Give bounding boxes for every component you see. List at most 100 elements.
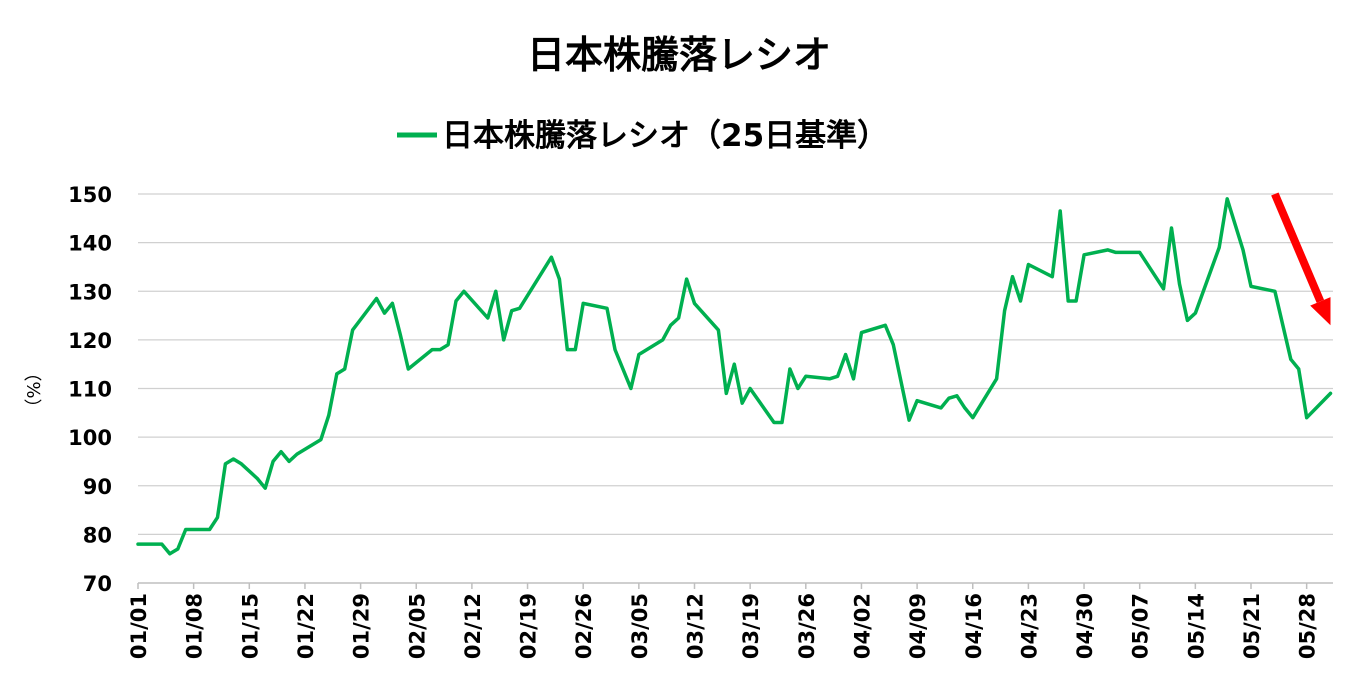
data-point bbox=[216, 515, 219, 519]
data-point bbox=[430, 348, 434, 352]
data-point bbox=[1026, 263, 1030, 267]
data-point bbox=[557, 277, 561, 281]
data-point bbox=[1177, 282, 1181, 286]
data-point bbox=[1305, 416, 1309, 420]
data-point bbox=[1162, 287, 1166, 291]
y-tick-150: 150 bbox=[68, 183, 112, 207]
data-point bbox=[1066, 299, 1070, 303]
y-tick-100: 100 bbox=[68, 426, 112, 450]
data-point bbox=[1241, 248, 1245, 252]
data-point bbox=[772, 421, 776, 425]
y-tick-70: 70 bbox=[83, 572, 112, 596]
data-point bbox=[716, 328, 720, 332]
x-tick-05/21: 05/21 bbox=[1240, 593, 1264, 659]
y-tick-140: 140 bbox=[68, 232, 112, 256]
x-tick-01/08: 01/08 bbox=[183, 593, 207, 659]
data-point bbox=[255, 476, 259, 480]
data-point bbox=[971, 416, 975, 420]
data-point bbox=[581, 301, 585, 305]
data-point bbox=[486, 316, 490, 320]
data-point bbox=[295, 452, 299, 456]
data-point bbox=[637, 352, 641, 356]
data-point bbox=[685, 277, 689, 281]
data-point bbox=[1185, 318, 1189, 322]
series-line-0 bbox=[136, 197, 1333, 556]
x-tick-02/26: 02/26 bbox=[572, 593, 596, 659]
data-point bbox=[1289, 357, 1293, 361]
x-tick-01/01: 01/01 bbox=[127, 593, 151, 659]
y-tick-90: 90 bbox=[83, 475, 112, 499]
data-point bbox=[740, 401, 744, 405]
data-point bbox=[1138, 250, 1142, 254]
data-point bbox=[494, 289, 498, 293]
data-point bbox=[1297, 367, 1301, 371]
data-point bbox=[907, 418, 911, 422]
data-point bbox=[955, 394, 959, 398]
data-point bbox=[613, 348, 617, 352]
data-point bbox=[963, 406, 967, 410]
data-points bbox=[136, 197, 1332, 556]
data-point bbox=[836, 374, 840, 378]
data-point bbox=[184, 528, 188, 532]
x-tick-01/22: 01/22 bbox=[294, 593, 318, 659]
data-point bbox=[1225, 197, 1229, 201]
data-point bbox=[279, 450, 283, 454]
data-point bbox=[231, 457, 235, 461]
data-point bbox=[605, 306, 609, 310]
data-point bbox=[1074, 299, 1078, 303]
y-tick-120: 120 bbox=[68, 329, 112, 353]
data-point bbox=[796, 387, 800, 390]
x-tick-02/05: 02/05 bbox=[405, 593, 429, 659]
data-point bbox=[446, 343, 450, 347]
x-tick-04/09: 04/09 bbox=[906, 593, 930, 659]
data-point bbox=[995, 377, 999, 381]
data-point bbox=[518, 306, 522, 310]
data-point bbox=[1114, 250, 1118, 254]
x-tick-02/19: 02/19 bbox=[517, 593, 541, 659]
data-point bbox=[891, 343, 895, 347]
data-point bbox=[1082, 253, 1086, 257]
data-point bbox=[1058, 209, 1062, 213]
data-point bbox=[168, 552, 172, 556]
data-point bbox=[406, 367, 410, 371]
x-tick-05/14: 05/14 bbox=[1184, 593, 1208, 659]
x-tick-05/28: 05/28 bbox=[1296, 593, 1320, 659]
data-point bbox=[136, 542, 140, 546]
data-point bbox=[804, 374, 808, 378]
y-tick-80: 80 bbox=[83, 523, 112, 547]
data-point bbox=[1170, 226, 1173, 230]
x-tick-04/16: 04/16 bbox=[962, 593, 986, 659]
data-point bbox=[1050, 275, 1054, 279]
data-point bbox=[780, 421, 784, 425]
data-point bbox=[947, 396, 951, 400]
data-point bbox=[382, 311, 386, 315]
data-point bbox=[661, 338, 665, 342]
data-point bbox=[176, 547, 180, 551]
legend: 日本株騰落レシオ（25日基準） bbox=[397, 118, 888, 154]
data-point bbox=[1329, 391, 1332, 395]
data-point bbox=[319, 438, 323, 442]
x-tick-03/19: 03/19 bbox=[739, 593, 763, 659]
data-point bbox=[263, 486, 267, 490]
arrow-shaft bbox=[1271, 192, 1325, 303]
grid-lines bbox=[138, 193, 1333, 584]
data-point bbox=[375, 297, 378, 301]
data-point bbox=[223, 462, 227, 466]
data-point bbox=[208, 528, 212, 532]
data-point bbox=[732, 362, 736, 366]
data-point bbox=[748, 387, 752, 390]
data-point bbox=[788, 367, 792, 371]
data-point bbox=[677, 316, 681, 320]
data-point bbox=[1011, 275, 1014, 279]
data-point bbox=[351, 328, 355, 332]
x-tick-01/15: 01/15 bbox=[238, 593, 262, 659]
data-point bbox=[1193, 311, 1197, 315]
data-point bbox=[1106, 248, 1110, 252]
data-point bbox=[335, 372, 339, 376]
x-tick-04/23: 04/23 bbox=[1017, 593, 1041, 659]
data-point bbox=[939, 406, 943, 410]
data-point bbox=[915, 399, 919, 403]
data-point bbox=[565, 348, 569, 352]
data-point bbox=[1217, 245, 1221, 249]
